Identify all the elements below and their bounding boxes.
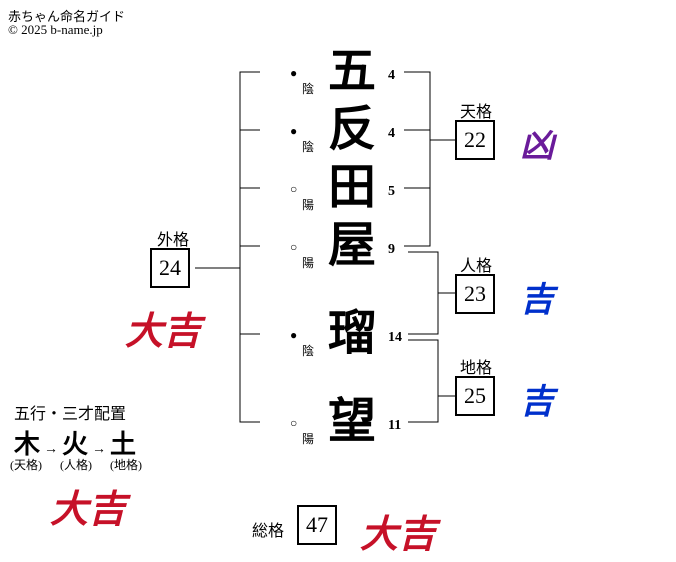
soukaku-label: 総格 (252, 517, 284, 541)
gogyo-subs: (天格) (人格) (地格) (10, 456, 142, 474)
jinkaku-fortune: 吉 (520, 272, 554, 321)
yinyang-marker-2: ○ (290, 182, 297, 197)
arrow-icon: → (92, 442, 106, 457)
tenkaku-box: 22 (455, 120, 495, 160)
jinkaku-box: 23 (455, 274, 495, 314)
gaikaku-fortune: 大吉 (125, 300, 201, 355)
yinyang-label-2: 陽 (302, 196, 314, 213)
yinyang-marker-0: ● (290, 66, 297, 81)
stroke-count-2: 5 (388, 184, 395, 200)
gogyo-sub-0: (天格) (10, 458, 42, 472)
gogyo-el-1: 火 (62, 430, 88, 459)
soukaku-box: 47 (297, 505, 337, 545)
name-kanji-2: 田 (328, 164, 376, 212)
gogyo-el-2: 土 (110, 430, 136, 459)
soukaku-fortune: 大吉 (360, 503, 436, 558)
yinyang-marker-4: ● (290, 328, 297, 343)
gogyo-title: 五行・三才配置 (14, 400, 126, 424)
chikaku-fortune: 吉 (520, 374, 554, 423)
jinkaku-label: 人格 (460, 252, 492, 276)
tenkaku-label: 天格 (460, 98, 492, 122)
yinyang-label-1: 陰 (302, 138, 314, 155)
name-kanji-1: 反 (328, 106, 376, 154)
stroke-count-0: 4 (388, 68, 395, 84)
arrow-icon: → (44, 442, 58, 457)
name-kanji-4: 瑠 (328, 310, 376, 358)
yinyang-label-4: 陰 (302, 342, 314, 359)
tenkaku-fortune: 凶 (520, 118, 554, 167)
gogyo-sub-2: (地格) (110, 458, 142, 472)
gogyo-el-0: 木 (14, 430, 40, 459)
stroke-count-4: 14 (388, 330, 402, 346)
name-kanji-0: 五 (328, 48, 376, 96)
header-copyright: © 2025 b-name.jp (8, 22, 103, 38)
name-kanji-3: 屋 (328, 222, 376, 270)
stroke-count-1: 4 (388, 126, 395, 142)
gogyo-sub-1: (人格) (60, 458, 92, 472)
chikaku-label: 地格 (460, 354, 492, 378)
yinyang-label-0: 陰 (302, 80, 314, 97)
yinyang-label-3: 陽 (302, 254, 314, 271)
gogyo-fortune: 大吉 (50, 478, 126, 533)
gaikaku-label: 外格 (157, 226, 189, 250)
stroke-count-3: 9 (388, 242, 395, 258)
chikaku-box: 25 (455, 376, 495, 416)
name-kanji-5: 望 (328, 398, 376, 446)
yinyang-label-5: 陽 (302, 430, 314, 447)
yinyang-marker-5: ○ (290, 416, 297, 431)
yinyang-marker-3: ○ (290, 240, 297, 255)
gaikaku-box: 24 (150, 248, 190, 288)
stroke-count-5: 11 (388, 418, 401, 434)
yinyang-marker-1: ● (290, 124, 297, 139)
